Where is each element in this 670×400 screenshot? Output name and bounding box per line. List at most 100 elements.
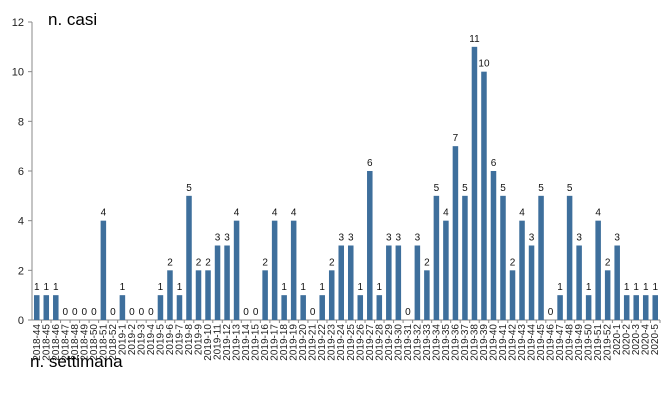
data-label-2019-1: 1 xyxy=(120,282,126,293)
data-label-2019-29: 3 xyxy=(386,233,392,244)
data-label-2020-2: 1 xyxy=(624,282,630,293)
bar-2018-46 xyxy=(53,295,59,320)
bar-2019-18 xyxy=(281,295,287,320)
x-tick-label-2018-52: 2018-52 xyxy=(108,324,119,361)
data-label-2019-21: 0 xyxy=(310,307,316,318)
x-tick-label-2019-46: 2019-46 xyxy=(546,324,557,361)
x-axis: 2018-442018-452018-462018-472018-482018-… xyxy=(32,320,661,361)
x-tick-label-2019-5: 2019-5 xyxy=(155,324,166,356)
bar-2019-5 xyxy=(157,295,164,320)
data-label-2019-27: 6 xyxy=(367,158,373,169)
data-label-2019-25: 3 xyxy=(348,233,354,244)
x-tick-label-2020-5: 2020-5 xyxy=(650,324,661,356)
data-label-2019-4: 0 xyxy=(148,307,154,318)
x-tick-label-2019-38: 2019-38 xyxy=(469,324,480,361)
x-tick-label-2020-1: 2020-1 xyxy=(612,324,623,356)
x-tick-label-2019-8: 2019-8 xyxy=(184,324,195,356)
data-label-2019-52: 2 xyxy=(605,257,611,268)
data-label-2019-30: 3 xyxy=(396,233,402,244)
bar-2019-48 xyxy=(566,195,573,320)
y-axis-title: n. casi xyxy=(48,10,98,29)
data-label-2018-46: 1 xyxy=(53,282,59,293)
bar-2019-35 xyxy=(443,220,449,320)
bar-2018-45 xyxy=(43,295,50,320)
bar-2019-47 xyxy=(557,295,563,320)
x-tick-label-2019-4: 2019-4 xyxy=(146,324,157,356)
x-tick-label-2019-45: 2019-45 xyxy=(536,324,547,361)
x-tick-label-2019-29: 2019-29 xyxy=(384,324,395,361)
data-label-2020-3: 1 xyxy=(633,282,639,293)
x-tick-label-2019-31: 2019-31 xyxy=(403,324,414,361)
data-label-2019-32: 3 xyxy=(415,233,421,244)
data-label-2018-48: 0 xyxy=(72,307,78,318)
x-tick-label-2019-51: 2019-51 xyxy=(593,324,604,361)
bar-2019-25 xyxy=(347,245,354,320)
x-tick-label-2018-44: 2018-44 xyxy=(32,324,43,361)
bar-2019-51 xyxy=(595,220,601,320)
data-label-2019-11: 3 xyxy=(215,233,221,244)
data-label-2018-52: 0 xyxy=(110,307,116,318)
data-label-2019-33: 2 xyxy=(424,257,430,268)
data-label-2019-45: 5 xyxy=(538,183,544,194)
bar-2019-52 xyxy=(604,270,611,320)
data-label-2019-47: 1 xyxy=(557,282,563,293)
bar-2019-34 xyxy=(433,195,440,320)
data-label-2019-14: 0 xyxy=(243,307,249,318)
bar-2019-44 xyxy=(528,245,535,320)
x-tick-label-2019-3: 2019-3 xyxy=(136,324,147,356)
bar-2019-38 xyxy=(471,46,478,320)
data-label-2019-17: 4 xyxy=(272,208,278,219)
x-tick-label-2019-26: 2019-26 xyxy=(355,324,366,361)
bar-2019-32 xyxy=(414,245,421,320)
x-tick-label-2019-49: 2019-49 xyxy=(574,324,585,361)
x-tick-label-2018-50: 2018-50 xyxy=(89,324,100,361)
bar-2019-20 xyxy=(300,295,306,320)
x-tick-label-2018-49: 2018-49 xyxy=(79,324,90,361)
x-tick-label-2019-36: 2019-36 xyxy=(450,324,461,361)
x-tick-label-2019-20: 2019-20 xyxy=(298,324,309,361)
data-label-2019-28: 1 xyxy=(377,282,383,293)
x-tick-label-2019-24: 2019-24 xyxy=(336,324,347,361)
data-label-2019-50: 1 xyxy=(586,282,592,293)
x-tick-label-2019-21: 2019-21 xyxy=(308,324,319,361)
bar-2019-45 xyxy=(538,195,544,320)
x-tick-label-2019-17: 2019-17 xyxy=(270,324,281,361)
x-tick-label-2019-25: 2019-25 xyxy=(346,324,357,361)
x-tick-label-2019-32: 2019-32 xyxy=(412,324,423,361)
bar-2019-37 xyxy=(462,195,468,320)
bar-2019-49 xyxy=(576,245,582,320)
x-tick-label-2019-9: 2019-9 xyxy=(194,324,205,356)
x-tick-label-2019-27: 2019-27 xyxy=(365,324,376,361)
x-tick-label-2018-46: 2018-46 xyxy=(51,324,62,361)
data-label-2019-2: 0 xyxy=(129,307,135,318)
y-tick-label: 4 xyxy=(18,216,24,228)
x-tick-label-2019-34: 2019-34 xyxy=(431,324,442,361)
x-tick-label-2019-40: 2019-40 xyxy=(488,324,499,361)
x-tick-label-2019-11: 2019-11 xyxy=(213,324,224,360)
data-label-2019-19: 4 xyxy=(291,208,297,219)
x-tick-label-2019-22: 2019-22 xyxy=(317,324,328,361)
bar-2020-5 xyxy=(652,295,659,320)
data-label-2019-40: 6 xyxy=(491,158,497,169)
x-tick-label-2019-37: 2019-37 xyxy=(460,324,471,361)
x-tick-label-2020-2: 2020-2 xyxy=(622,324,633,356)
data-label-2019-6: 2 xyxy=(167,257,173,268)
bar-2018-44 xyxy=(33,295,40,320)
data-label-2019-22: 1 xyxy=(319,282,325,293)
data-label-2019-10: 2 xyxy=(205,257,211,268)
data-label-2019-12: 3 xyxy=(224,233,230,244)
data-label-2018-47: 0 xyxy=(63,307,69,318)
bar-2019-8 xyxy=(186,195,192,320)
x-tick-label-2019-41: 2019-41 xyxy=(498,324,509,361)
bar-2019-40 xyxy=(490,171,497,320)
x-tick-label-2019-52: 2019-52 xyxy=(603,324,614,361)
data-label-2019-7: 1 xyxy=(177,282,183,293)
bar-2019-12 xyxy=(224,245,230,320)
bar-2019-16 xyxy=(262,270,268,320)
x-tick-label-2019-50: 2019-50 xyxy=(584,324,595,361)
x-tick-label-2019-39: 2019-39 xyxy=(479,324,490,361)
x-axis-title: n. settimana xyxy=(30,352,123,371)
